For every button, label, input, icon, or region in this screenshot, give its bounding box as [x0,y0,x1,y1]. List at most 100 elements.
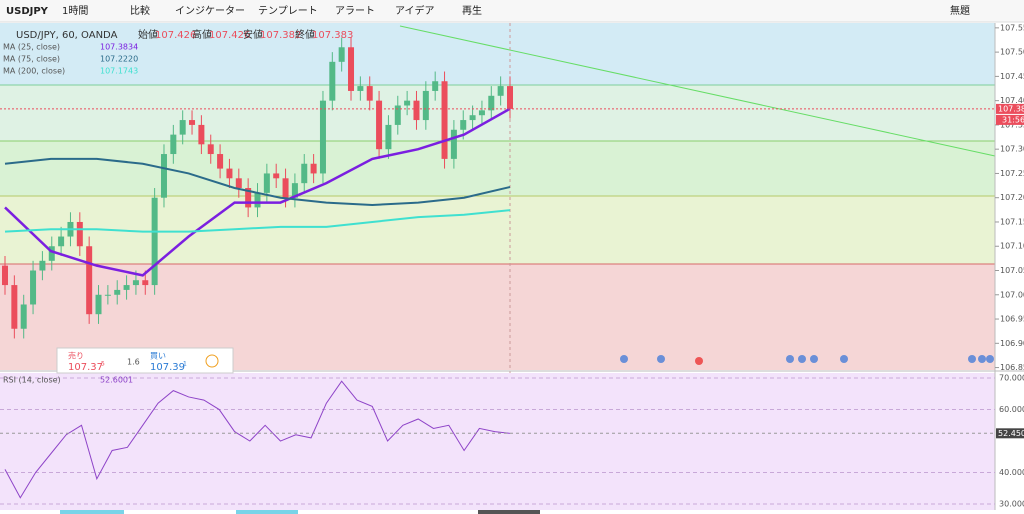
candle-body [226,168,233,179]
ma-line [4,157,511,206]
candle-body [329,61,336,101]
high-value: 107.426 [209,30,250,41]
candle-body [76,221,83,247]
candle-body [422,90,429,121]
y-tick-label: 107.200 [1000,193,1024,202]
last-price-box [996,103,1024,114]
candle-body [301,163,308,184]
open-value: 107.426 [155,30,196,41]
candle-body [189,120,196,125]
compare-button[interactable]: 比較 [130,4,150,17]
countdown-box [996,114,1024,125]
candle-body [273,173,280,179]
y-tick-label: 107.250 [1000,169,1024,178]
y-tick-label: 107.350 [1000,120,1024,129]
candle-body [30,270,37,305]
candle-body [170,134,177,155]
rsi-name: RSI (14, close) [3,376,61,385]
candle-body [478,110,485,116]
trade-widget[interactable]: 売り 107.37 5 1.6 買い 107.39 1 [56,347,234,374]
rsi-tick-label: 40.0000 [999,468,1024,477]
candle-body [48,246,55,261]
candle-body [291,183,298,198]
ideas-button[interactable]: アイデア [395,4,435,17]
candle-body [488,95,495,111]
ma-name: MA (200, close) [3,67,65,76]
candle-body [450,129,457,159]
buy-pip[interactable]: 1 [183,361,187,368]
rsi-tick-label: 30.0000 [999,500,1024,509]
candle-body [366,86,373,101]
candle-body [235,178,242,189]
rsi-tick-label: 60.0000 [999,405,1024,414]
y-tick-label: 107.400 [1000,96,1024,105]
ma-value: 107.2220 [100,55,138,64]
rsi-pane [0,373,995,510]
candle-body [207,144,214,155]
rsi-line [4,380,511,499]
candle-body [469,115,476,121]
y-tick-label: 107.000 [1000,290,1024,299]
indicators-button[interactable]: インジケーター [175,5,245,17]
candle-body [282,178,289,198]
buy-price[interactable]: 107.39 [150,362,185,373]
candle-body [319,100,326,174]
candle-body [179,120,186,135]
ma-line [4,209,511,233]
close-value: 107.383 [312,30,353,41]
candle-body [394,105,401,125]
rsi-tick-label: 70.0000 [999,374,1024,383]
y-tick-label: 106.900 [1000,339,1024,348]
candle-body [114,289,121,295]
candle-body [20,304,27,329]
event-icons [620,355,994,365]
candle-body [95,294,102,315]
sell-label[interactable]: 売り [68,351,84,361]
sell-price[interactable]: 107.37 [68,362,103,373]
ma-value: 107.3834 [100,43,138,52]
y-tick-label: 107.100 [1000,242,1024,251]
y-tick-label: 106.850 [1000,363,1024,372]
candle-body [310,163,317,174]
templates-button[interactable]: テンプレート [258,5,318,17]
y-tick-label: 107.450 [1000,72,1024,81]
candle-body [198,124,205,145]
replay-button[interactable]: 再生 [462,4,482,17]
candle-body [11,285,18,329]
candle-body [2,265,8,286]
candle-body [413,100,420,121]
candle-body [86,246,93,315]
alerts-button[interactable]: アラート [335,5,375,17]
y-tick-label: 107.550 [1000,23,1024,32]
interval-button[interactable]: 1時間 [62,5,88,17]
symbol-button[interactable]: USDJPY [6,6,49,17]
low-value: 107.382 [260,30,301,41]
candle-body [104,294,111,296]
close-label: 終値 [295,28,315,41]
candle-body [39,260,46,271]
toolbar [0,0,1024,22]
legend-title: USD/JPY, 60, OANDA [16,30,118,41]
candle-body [245,188,252,208]
ma-line [4,107,511,277]
candle-body [254,192,261,208]
candle-body [385,124,392,150]
last-price-label: 107.383 [998,104,1024,113]
candle-body [507,86,513,109]
candle-body [338,47,345,62]
candle-body [142,280,149,286]
candle-body [357,86,364,91]
sell-pip[interactable]: 5 [101,361,105,368]
y-tick-label: 107.150 [1000,217,1024,226]
y-tick-label: 107.300 [1000,145,1024,154]
plot [0,27,999,505]
layout-button[interactable]: 無題 [950,4,970,17]
candle-body [376,100,383,150]
candle-body [404,100,411,106]
buy-label[interactable]: 買い [150,352,166,361]
candle-body [132,280,139,286]
candle-body [160,154,167,198]
high-label: 高値 [192,28,212,41]
